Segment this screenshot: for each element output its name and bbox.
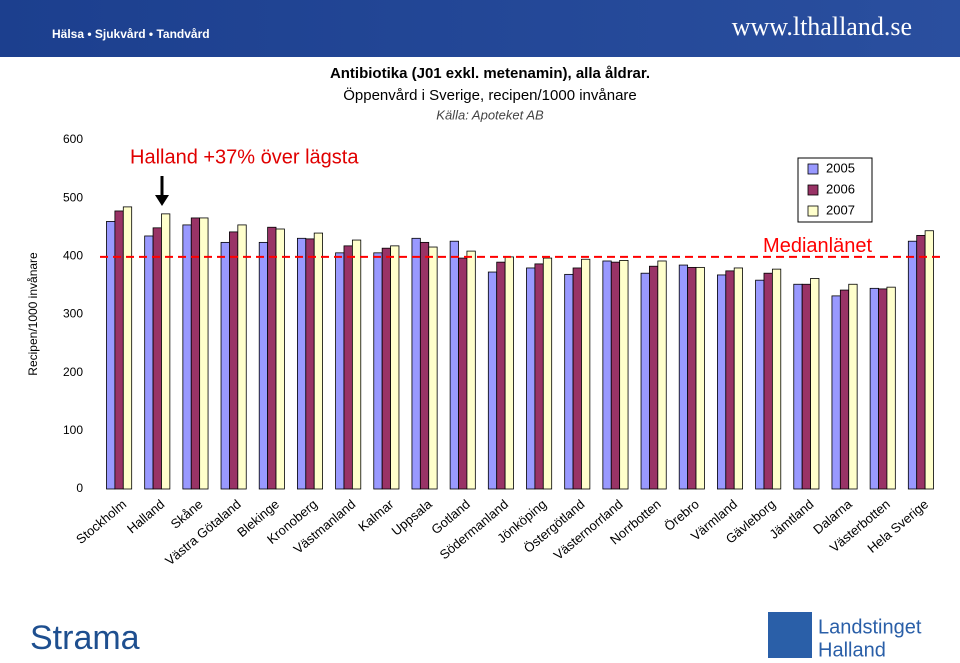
bar [487,271,498,490]
bar [801,283,811,490]
bar [258,241,269,490]
right-logo-emblem [768,612,812,658]
bar [810,278,820,490]
bar [907,240,918,490]
legend-label: 2007 [826,202,855,217]
bar [335,252,345,490]
y-axis-label: Recipen/1000 invånare [26,252,40,376]
bar [381,247,391,490]
legend-label: 2006 [826,181,855,196]
legend-swatch [807,163,819,175]
bar [220,241,230,490]
bar [267,226,277,490]
x-tick-label: Halland [124,496,167,536]
bar [466,250,476,490]
bar [152,227,162,490]
bar [869,287,879,490]
bar [725,270,735,490]
bar [657,260,667,490]
tagline: Hälsa • Sjukvård • Tandvård [52,27,210,41]
chart-subtitle: Öppenvård i Sverige, recipen/1000 invåna… [343,86,637,104]
right-logo-line1: Landstinget [818,616,922,638]
bar [419,241,430,490]
right-logo-line2: Halland [818,639,886,661]
bar [640,272,650,490]
y-tick-label: 200 [63,365,83,379]
bar [581,258,591,490]
bar [848,283,858,490]
bar [542,257,553,490]
bar [351,239,362,490]
bar [717,274,727,490]
bar [296,237,307,490]
y-tick-label: 500 [63,190,83,204]
chart-title: Antibiotika (J01 exkl. metenamin), alla … [330,65,650,82]
bar [649,265,659,490]
bar [161,213,171,490]
bar [916,234,926,490]
bar [106,221,116,490]
banner [0,0,960,57]
bar [924,230,934,490]
y-tick-label: 300 [63,307,83,321]
bar [602,260,612,490]
bar [526,267,536,490]
bar [610,261,621,490]
bar [229,231,239,490]
y-tick-label: 600 [63,132,83,146]
bar [114,210,124,490]
bar [564,273,574,490]
bar [199,217,209,490]
bar [122,206,133,490]
bar [619,260,629,490]
bar [182,224,192,490]
bar [771,268,782,490]
bar [793,283,803,490]
annotation: Halland +37% över lägsta [130,146,359,168]
bar [504,256,514,490]
bar [144,235,154,490]
bar [373,252,383,490]
x-tick-label: Uppsala [388,496,435,539]
bar [458,257,468,490]
legend-label: 2005 [826,160,855,175]
bar [678,264,689,490]
left-logo: Strama [30,619,140,657]
bar [275,228,285,490]
bar [886,286,896,490]
bar [190,217,201,490]
bar [572,267,582,490]
bar [343,245,353,490]
website: www.lthalland.se [732,12,912,41]
bar [390,245,400,490]
bar [763,272,773,490]
annotation-arrow-head [155,195,169,206]
y-tick-label: 400 [63,249,83,263]
x-tick-label: Stockholm [73,496,129,547]
bar [839,289,850,490]
bar [687,266,697,490]
bar [755,279,765,490]
bar [695,266,705,490]
y-tick-label: 100 [63,423,83,437]
source: Källa: Apoteket AB [436,107,544,122]
bar [411,237,421,490]
bar [305,238,315,490]
legend-swatch [807,205,819,217]
y-tick-label: 0 [76,481,83,495]
legend-swatch [807,184,819,196]
bar [534,263,544,490]
bar [496,261,506,490]
bar [313,232,324,490]
bar [831,295,841,490]
bar [428,246,438,490]
median-label: Medianlänet [763,235,872,257]
bar [449,240,459,490]
bar [733,267,744,490]
bar [878,288,888,490]
bar [237,224,247,490]
